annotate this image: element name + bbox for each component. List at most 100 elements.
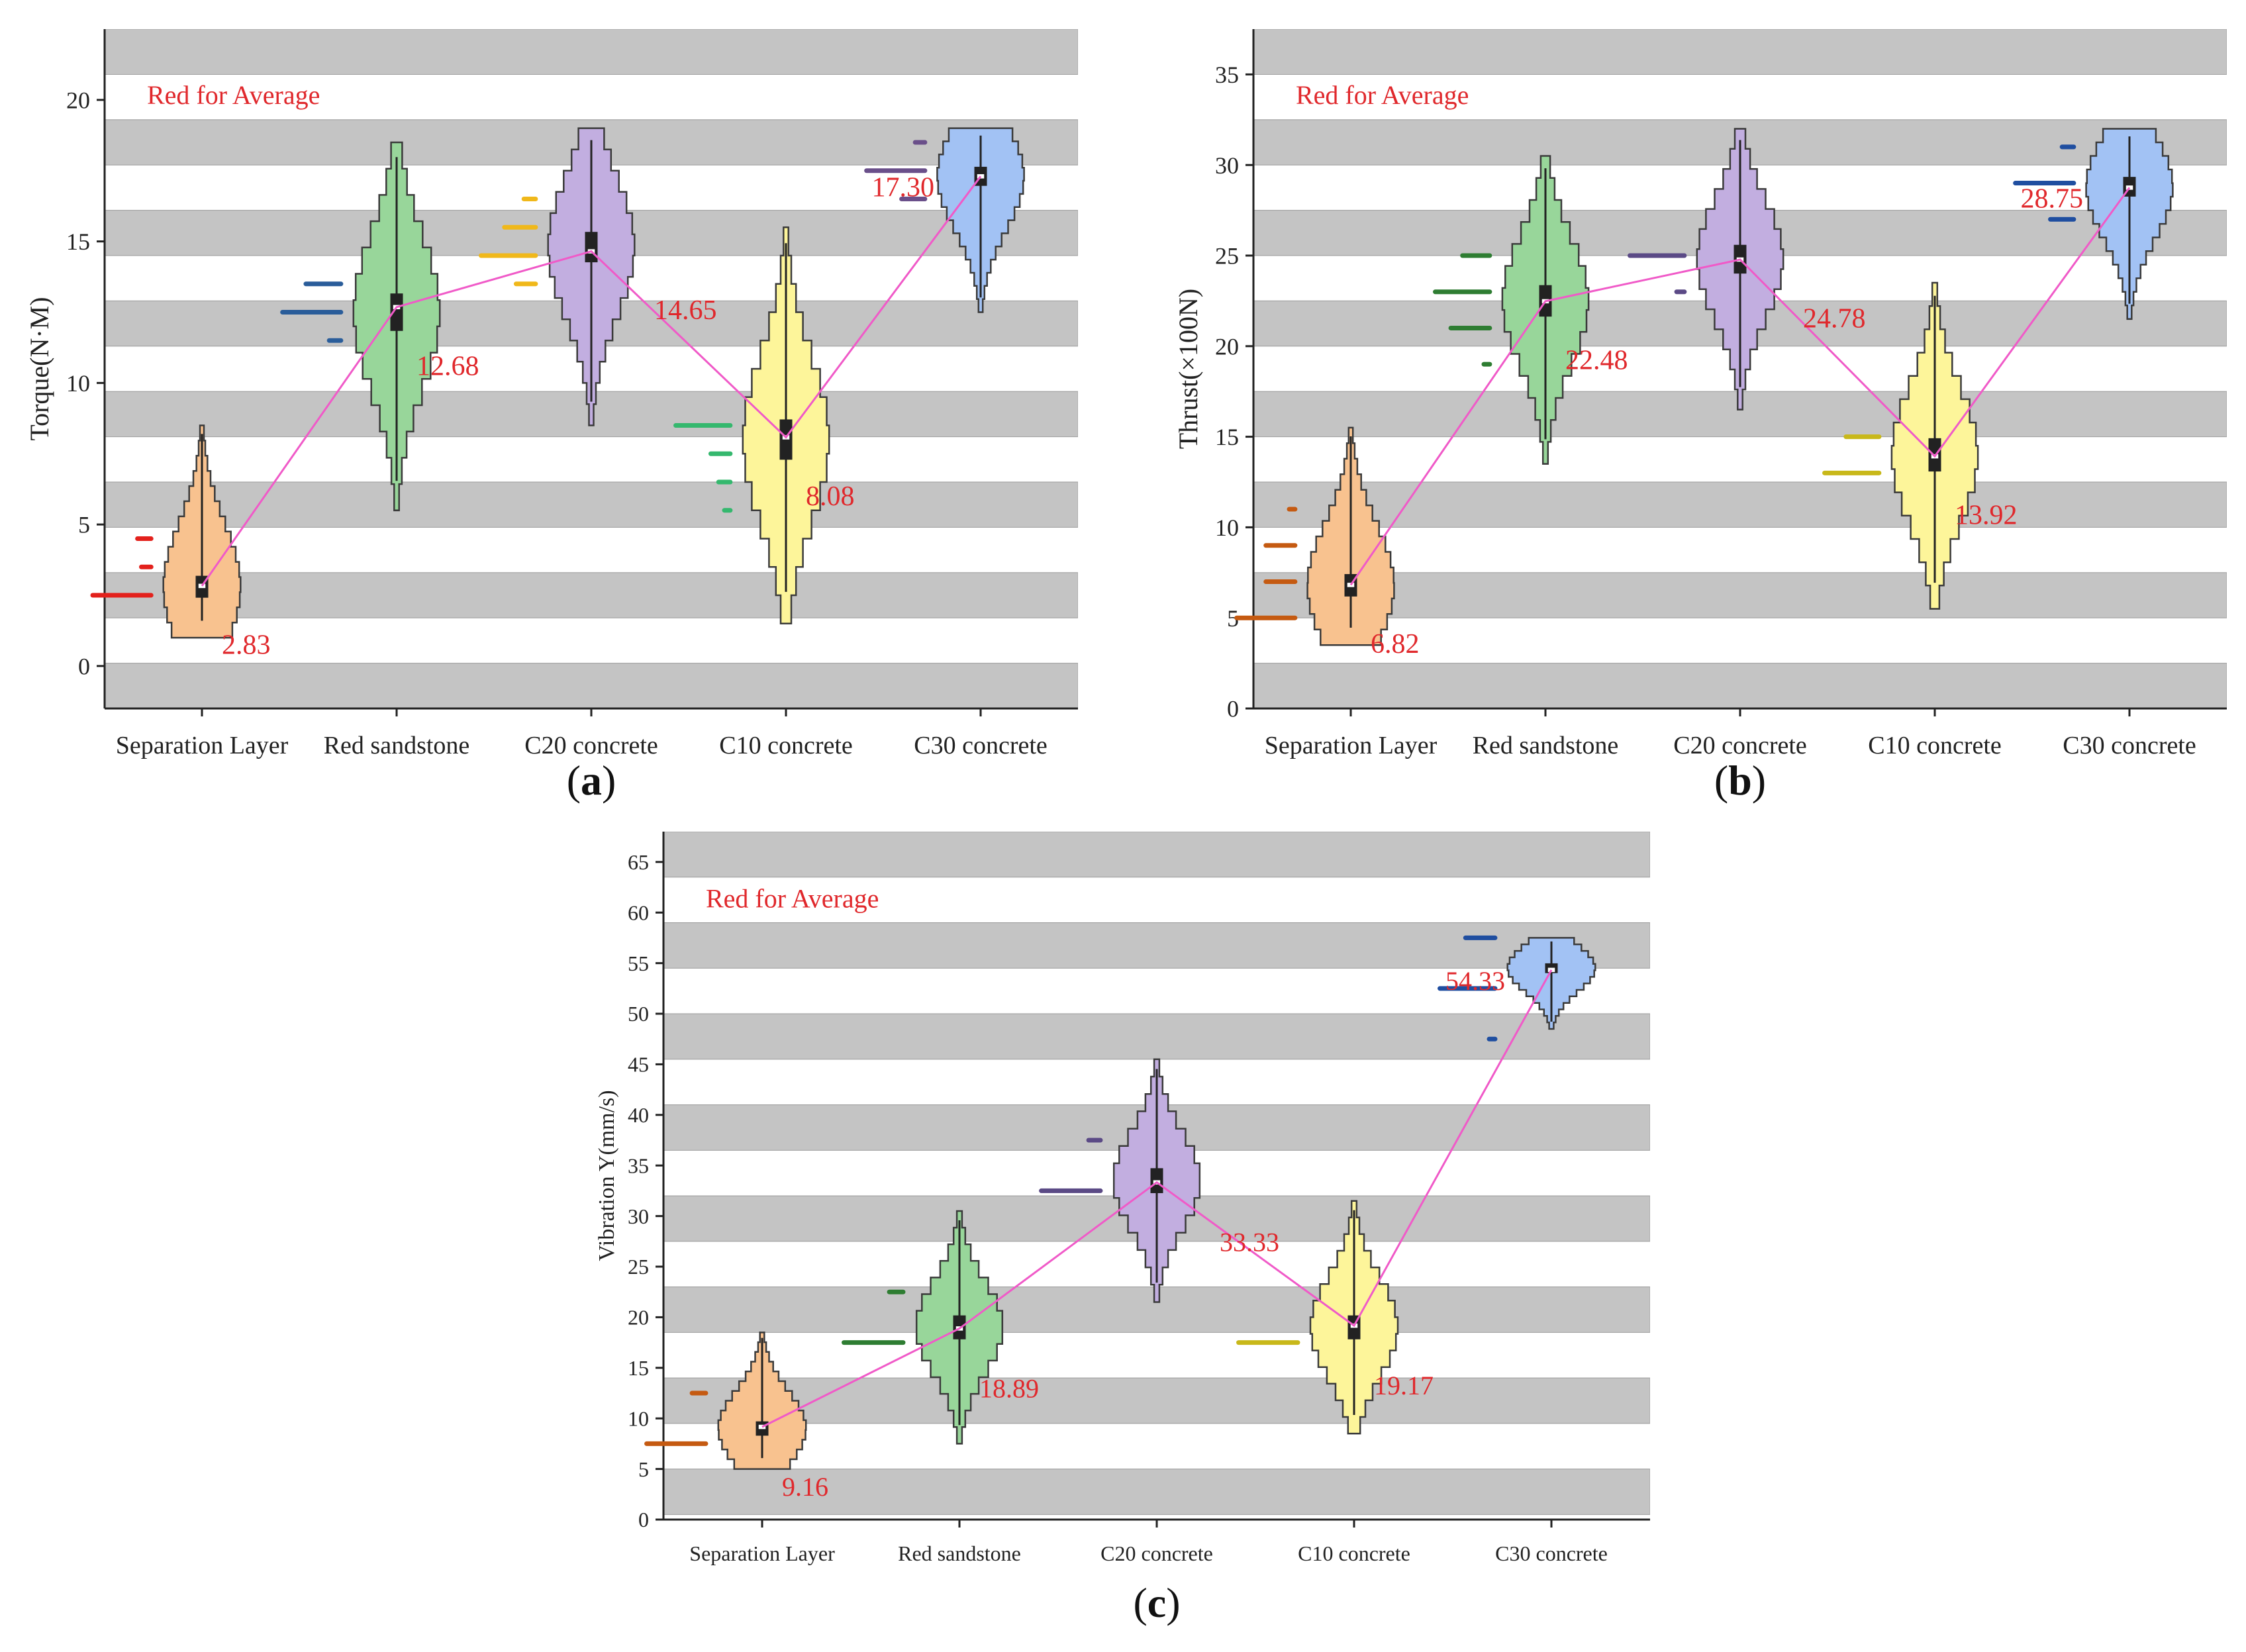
y-tick-label: 10 — [1215, 514, 1239, 541]
panel-label-letter: c — [1147, 1579, 1166, 1626]
y-axis-label: Vibration Y(mm/s) — [595, 1090, 619, 1261]
y-tick-label: 50 — [628, 1002, 649, 1026]
average-value-label: 9.16 — [782, 1472, 828, 1502]
average-value-label: 8.08 — [806, 481, 855, 512]
y-tick-label: 0 — [78, 653, 90, 679]
panel-label-close: ) — [1166, 1579, 1180, 1626]
average-value-label: 54.33 — [1445, 966, 1505, 996]
average-note: Red for Average — [706, 883, 879, 913]
violin-box — [585, 232, 598, 263]
panel-label-letter: b — [1728, 757, 1752, 804]
panel-label-open: ( — [1714, 757, 1728, 804]
x-tick-label: C30 concrete — [914, 732, 1048, 759]
x-tick-label: Red sandstone — [1473, 732, 1619, 759]
y-tick-label: 25 — [1215, 243, 1239, 269]
y-axis-label: Torque(N·M) — [24, 297, 54, 440]
average-value-label: 14.65 — [654, 295, 717, 326]
average-value-label: 33.33 — [1220, 1228, 1279, 1257]
y-tick-label: 15 — [66, 228, 90, 255]
average-value-label: 28.75 — [2021, 183, 2084, 214]
grid-band — [1253, 572, 2227, 618]
y-tick-label: 35 — [1215, 62, 1239, 88]
y-tick-label: 65 — [628, 850, 649, 874]
average-value-label: 6.82 — [1371, 629, 1420, 659]
y-tick-label: 25 — [628, 1255, 649, 1279]
chart-panel-1: 0 5 10 15 20 Torque(N·M) Separation Layer Red s… — [24, 29, 1078, 804]
grid-band — [1253, 481, 2227, 528]
panel-label: (c) — [1133, 1579, 1180, 1626]
grid-band — [663, 922, 1650, 969]
mean-marker — [757, 1424, 767, 1430]
grid-band — [663, 1377, 1650, 1424]
grid-band — [105, 663, 1078, 708]
grid-band — [663, 1013, 1650, 1060]
average-value-label: 19.17 — [1374, 1371, 1434, 1400]
x-tick-label: Red sandstone — [898, 1541, 1021, 1565]
chart-panel-2: 0 5 10 15 20 25 30 35 Thrust(×100N) Separation La… — [1173, 29, 2227, 804]
y-tick-label: 40 — [628, 1103, 649, 1127]
panel-label-open: ( — [567, 757, 581, 804]
average-line — [201, 175, 982, 587]
x-tick-label: C20 concrete — [524, 732, 658, 759]
y-tick-label: 20 — [66, 87, 90, 113]
average-value-label: 18.89 — [979, 1373, 1039, 1403]
chart-panel-3: 0 5 10 15 20 25 30 35 40 45 50 55 60 65 Vibration Y(mm… — [595, 832, 1650, 1626]
grid-band — [1253, 663, 2227, 708]
y-tick-label: 5 — [638, 1457, 649, 1481]
mean-marker — [1547, 967, 1556, 973]
average-value-label: 22.48 — [1565, 346, 1628, 376]
average-line — [761, 969, 1553, 1428]
grid-band — [663, 832, 1650, 878]
average-value-label: 13.92 — [1955, 501, 2018, 531]
y-tick-label: 60 — [628, 900, 649, 924]
x-tick-label: C20 concrete — [1100, 1541, 1213, 1565]
grid-band — [1253, 29, 2227, 75]
y-tick-label: 10 — [628, 1406, 649, 1430]
panel-label-close: ) — [1752, 757, 1766, 804]
average-note: Red for Average — [1296, 80, 1469, 110]
average-value-label: 24.78 — [1803, 304, 1866, 334]
x-tick-label: C20 concrete — [1673, 732, 1807, 759]
average-value-label: 12.68 — [416, 351, 479, 381]
y-axis-label: Thrust(×100N) — [1173, 289, 1203, 450]
x-tick-label: Red sandstone — [324, 732, 470, 759]
y-tick-label: 15 — [628, 1356, 649, 1380]
average-note: Red for Average — [147, 80, 320, 110]
x-tick-label: C10 concrete — [1298, 1541, 1410, 1565]
x-tick-label: C30 concrete — [2063, 732, 2196, 759]
y-tick-label: 0 — [1227, 696, 1239, 722]
grid-band — [663, 1469, 1650, 1515]
panel-label-close: ) — [602, 757, 616, 804]
grid-band — [105, 572, 1078, 618]
average-value-label: 17.30 — [872, 172, 935, 203]
panel-label-letter: a — [581, 757, 602, 804]
y-tick-label: 0 — [638, 1508, 649, 1531]
x-tick-label: Separation Layer — [1265, 732, 1438, 759]
y-tick-label: 30 — [628, 1204, 649, 1228]
y-tick-label: 20 — [1215, 333, 1239, 360]
grid-band — [105, 481, 1078, 528]
x-tick-label: C10 concrete — [719, 732, 853, 759]
y-tick-label: 30 — [1215, 152, 1239, 179]
y-tick-label: 45 — [628, 1053, 649, 1077]
y-tick-label: 5 — [1227, 605, 1239, 632]
average-line — [1349, 187, 2131, 586]
panel-label-open: ( — [1133, 1579, 1147, 1626]
y-tick-label: 20 — [628, 1306, 649, 1330]
x-tick-label: Separation Layer — [689, 1541, 835, 1565]
violin-box — [390, 293, 403, 331]
average-value-label: 2.83 — [222, 630, 271, 660]
x-tick-label: Separation Layer — [116, 732, 289, 759]
y-tick-label: 10 — [66, 370, 90, 397]
y-tick-label: 5 — [78, 512, 90, 538]
y-tick-label: 15 — [1215, 424, 1239, 450]
mean-marker — [1346, 581, 1355, 589]
y-tick-label: 35 — [628, 1153, 649, 1177]
grid-band — [105, 29, 1078, 75]
y-tick-label: 55 — [628, 951, 649, 975]
x-tick-label: C10 concrete — [1868, 732, 2002, 759]
x-tick-label: C30 concrete — [1495, 1541, 1608, 1565]
panel-label: (b) — [1714, 757, 1766, 804]
panel-label: (a) — [567, 757, 616, 804]
